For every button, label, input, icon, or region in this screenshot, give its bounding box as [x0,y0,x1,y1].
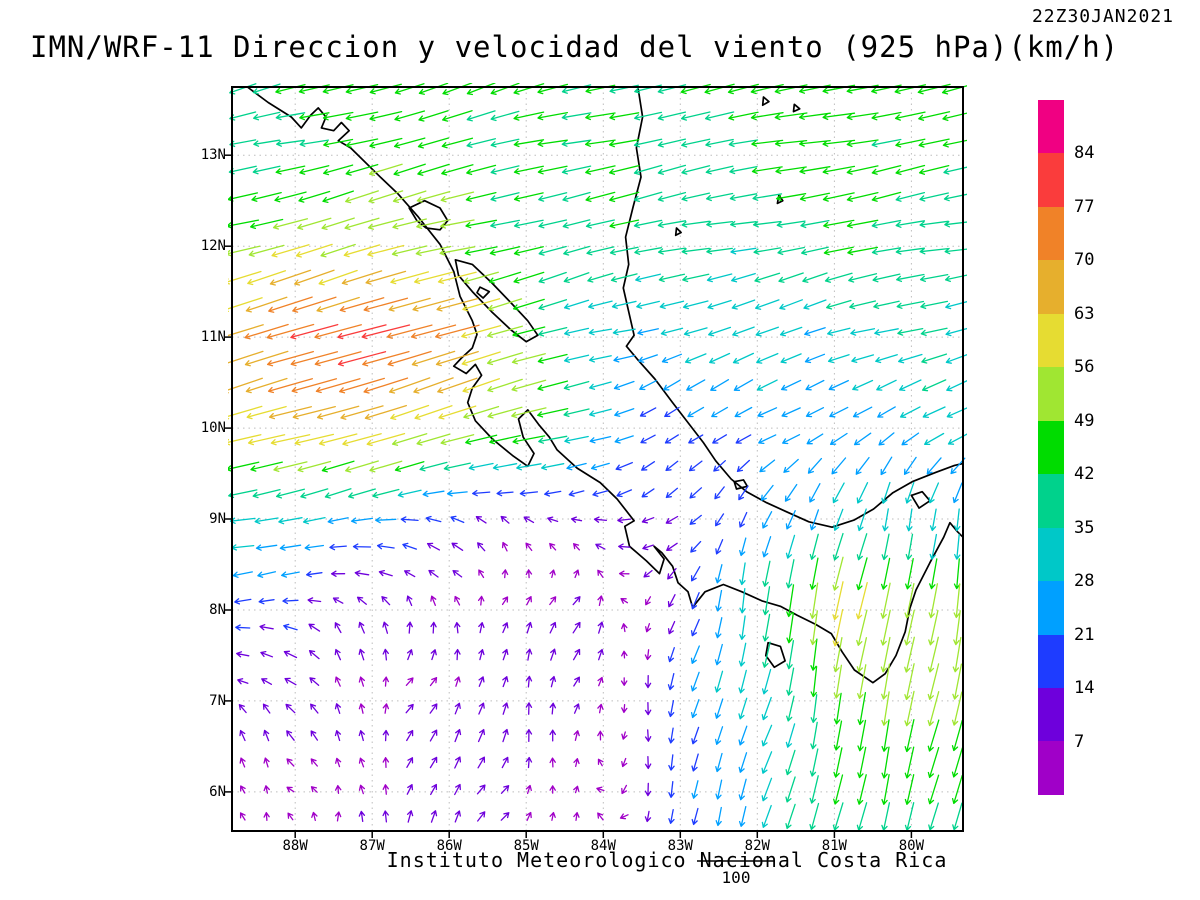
lon-tick-label: 87W [359,838,385,854]
wind-arrow-group [228,269,479,421]
wind-arrow-group [228,83,967,805]
colorbar-segment [1038,474,1064,528]
colorbar-tick-label: 7 [1074,731,1085,752]
island-outline [761,96,770,107]
lon-tick-label: 81W [821,838,847,854]
colorbar-segment [1038,260,1064,314]
lake-outline [910,490,931,509]
lat-tick-label: 13N [200,147,226,164]
coastline [622,86,964,529]
coastline [246,86,964,684]
colorbar-segment [1038,634,1064,688]
colorbar-tick-label: 35 [1074,517,1095,538]
wind-arrow-group [228,243,868,647]
lat-tick-label: 9N [209,511,226,528]
colorbar-segment [1038,527,1064,582]
axis-ticks [225,154,913,838]
colorbar-tick-label: 56 [1074,357,1095,378]
colorbar-tick-label: 49 [1074,410,1095,431]
map-frame [231,86,964,832]
wind-arrow-group [290,323,411,367]
lon-tick-label: 85W [513,838,539,854]
lon-tick-label: 82W [744,838,770,854]
coastlines [246,86,964,684]
colorbar-segment [1038,313,1064,368]
lat-tick-label: 6N [209,783,226,800]
colorbar-segment [1038,100,1064,154]
colorbar-segment [1038,367,1064,421]
colorbar-tick-label: 28 [1074,571,1095,592]
lat-tick-label: 8N [209,601,226,618]
wind-arrow-group [234,406,752,826]
lat-tick-label: 12N [200,238,226,255]
colorbar-tick-label: 21 [1074,624,1095,645]
wind-arrow-group [244,296,480,394]
lon-tick-label: 83W [667,838,693,854]
valid-time: 22Z30JAN2021 [1031,6,1174,27]
lat-tick-label: 11N [200,329,226,346]
colorbar-segment [1038,153,1064,207]
lon-tick-label: 80W [898,838,925,854]
lake-outline [454,258,539,343]
wind-arrow-group [228,163,963,727]
island-outline [792,103,801,113]
island-outline [733,479,749,490]
reference-arrow-label: 100 [721,868,751,887]
colorbar-tick-label: 42 [1074,464,1095,485]
colorbar-tick-label: 14 [1074,678,1095,699]
colorbar-segment [1038,741,1064,795]
colorbar-tick-label: 84 [1074,143,1095,164]
colorbar-tick-label: 77 [1074,196,1095,217]
colorbar-segment [1038,687,1064,742]
island-outline [674,227,682,237]
wind-arrow-group [232,327,966,827]
lat-tick-label: 10N [200,420,226,437]
credit-text: Instituto Meteorologico Nacional Costa R… [386,848,948,872]
island-outline [476,286,491,299]
wind-arrow-group [228,83,967,831]
lon-tick-label: 84W [590,838,616,854]
chart-title: IMN/WRF-11 Direccion y velocidad del vie… [30,30,1120,64]
colorbar-tick-label: 70 [1074,250,1095,271]
lat-tick-label: 7N [209,692,226,709]
colorbar [1038,100,1064,795]
island-outline [764,641,786,669]
lon-tick-label: 88W [282,838,308,854]
wind-arrow-group [236,515,679,823]
colorbar-tick-label: 63 [1074,303,1095,324]
colorbar-segment [1038,206,1064,261]
colorbar-segment [1038,420,1064,475]
wind-arrow-group [239,541,652,822]
wind-arrows-layer [228,83,967,831]
colorbar-segment [1038,581,1064,635]
wind-arrow-group [229,247,967,828]
lon-tick-label: 86W [436,838,462,854]
